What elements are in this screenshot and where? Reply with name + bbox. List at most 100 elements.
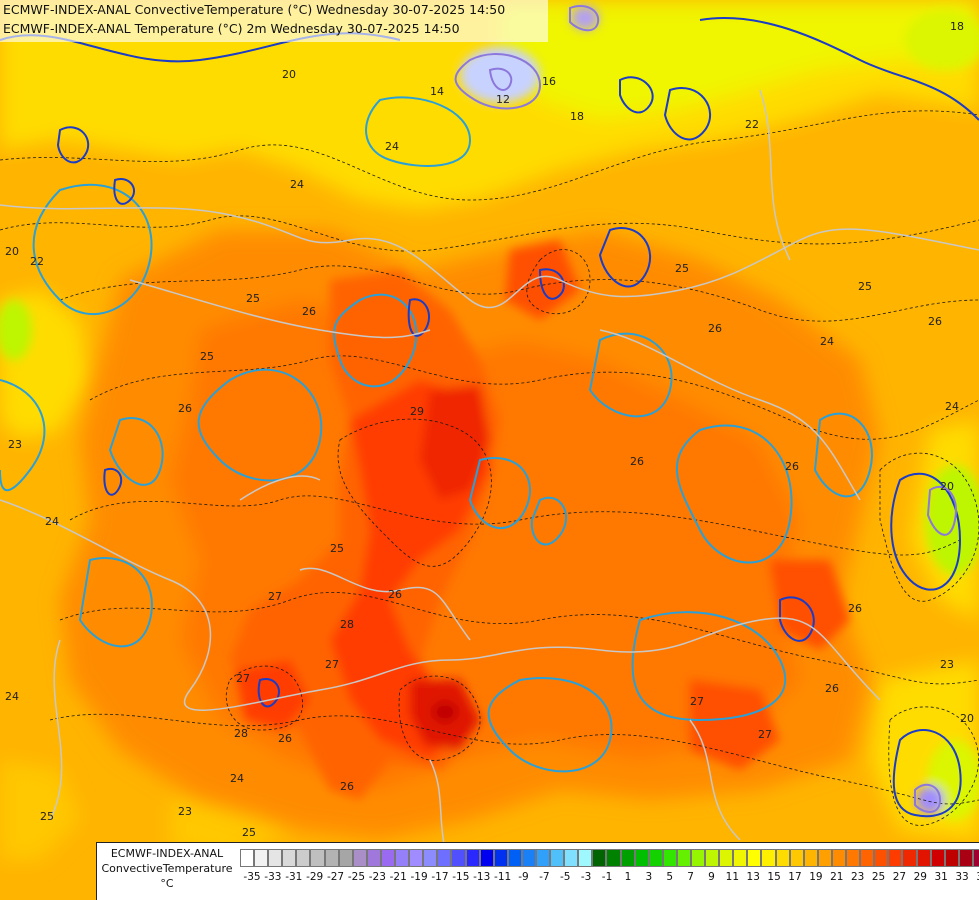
legend-tick-label: 21 <box>830 871 844 883</box>
contour-label: 27 <box>268 590 282 603</box>
legend-swatch <box>705 849 720 867</box>
legend-tick-label: -35 <box>243 871 261 883</box>
legend-swatch <box>465 849 480 867</box>
legend-tick-label: 3 <box>645 871 653 883</box>
legend-tick-label: -5 <box>560 871 571 883</box>
legend-tick-label: 29 <box>913 871 927 883</box>
contour-label: 12 <box>496 93 510 106</box>
legend-unit: °C <box>160 877 174 890</box>
legend-tick-label: -19 <box>410 871 428 883</box>
legend-swatch <box>324 849 339 867</box>
legend-swatch <box>874 849 889 867</box>
color-legend: ECMWF-INDEX-ANAL ConvectiveTemperature °… <box>96 842 979 900</box>
legend-swatch <box>268 849 283 867</box>
contour-label: 27 <box>236 672 250 685</box>
legend-tick-label: 17 <box>788 871 802 883</box>
legend-swatch <box>662 849 677 867</box>
violet-isolines <box>454 4 957 813</box>
legend-tick-label: -1 <box>601 871 613 883</box>
legend-swatch <box>831 849 847 867</box>
contour-label: 24 <box>5 690 19 703</box>
legend-swatch <box>352 849 367 867</box>
contour-label: 24 <box>945 400 959 413</box>
contour-label: 27 <box>690 695 704 708</box>
legend-swatch <box>916 849 931 867</box>
contour-label: 24 <box>230 772 244 785</box>
legend-tick-label: -13 <box>473 871 491 883</box>
legend-swatch <box>535 849 551 867</box>
legend-swatch <box>676 849 691 867</box>
contour-label: 25 <box>858 280 872 293</box>
legend-tick-label: -21 <box>389 871 407 883</box>
legend-swatch <box>972 849 979 867</box>
legend-swatch <box>366 849 381 867</box>
contour-label: 25 <box>330 542 344 555</box>
header-convective-line: ECMWF-INDEX-ANAL ConvectiveTemperature (… <box>3 2 506 17</box>
legend-swatch <box>761 849 776 867</box>
contour-label: 26 <box>630 455 644 468</box>
contour-label: 18 <box>950 20 964 33</box>
contour-label: 18 <box>570 110 584 123</box>
legend-swatch <box>930 849 945 867</box>
legend-tick-label: 7 <box>687 871 694 883</box>
legend-swatch <box>888 849 903 867</box>
country-borders <box>0 89 979 881</box>
legend-swatch <box>423 849 438 867</box>
contour-label: 26 <box>708 322 722 335</box>
contour-label: 28 <box>340 618 354 631</box>
contour-label: 23 <box>8 438 22 451</box>
legend-swatch <box>648 849 663 867</box>
contour-label: 26 <box>928 315 942 328</box>
legend-swatch <box>634 849 649 867</box>
legend-tick-label: -29 <box>306 871 324 883</box>
legend-swatch <box>296 849 311 867</box>
contour-label: 29 <box>410 405 424 418</box>
contour-label: 22 <box>30 255 44 268</box>
legend-swatch <box>775 849 790 867</box>
legend-swatch <box>860 849 875 867</box>
legend-color-bar <box>240 849 979 867</box>
legend-swatch <box>944 849 959 867</box>
legend-swatch <box>338 849 353 867</box>
legend-swatch <box>620 849 635 867</box>
legend-swatch <box>521 849 536 867</box>
contour-label: 20 <box>5 245 19 258</box>
legend-swatch <box>902 849 917 867</box>
contour-label: 26 <box>848 602 862 615</box>
legend-title: ECMWF-INDEX-ANAL ConvectiveTemperature °… <box>97 843 237 900</box>
contour-label: 26 <box>388 588 402 601</box>
legend-swatch <box>606 849 621 867</box>
legend-swatch <box>254 849 269 867</box>
legend-tick-label: -15 <box>452 871 470 883</box>
contour-label: 26 <box>302 305 316 318</box>
hot-regions <box>230 240 850 800</box>
legend-tick-label: 31 <box>934 871 948 883</box>
header-temperature-line: ECMWF-INDEX-ANAL Temperature (°C) 2m Wed… <box>3 21 460 36</box>
contour-label: 14 <box>430 85 444 98</box>
legend-swatch <box>380 849 396 867</box>
contour-label: 24 <box>45 515 59 528</box>
legend-swatch <box>846 849 861 867</box>
legend-tick-label: -17 <box>431 871 449 883</box>
legend-tick-label: -7 <box>539 871 550 883</box>
legend-swatch <box>564 849 579 867</box>
legend-tick-label: 11 <box>725 871 740 883</box>
legend-swatch <box>789 849 804 867</box>
legend-swatch <box>719 849 734 867</box>
legend-tick-label: -33 <box>264 871 282 883</box>
contour-label: 24 <box>385 140 399 153</box>
legend-tick-label: -3 <box>580 871 592 883</box>
legend-swatch <box>282 849 297 867</box>
contour-label: 24 <box>290 178 304 191</box>
legend-swatch <box>395 849 410 867</box>
legend-swatch <box>493 849 508 867</box>
legend-swatch <box>733 849 748 867</box>
contour-label: 24 <box>820 335 834 348</box>
contour-label: 27 <box>325 658 339 671</box>
contour-label: 26 <box>785 460 799 473</box>
legend-tick-label: 19 <box>809 871 823 883</box>
contour-label: 26 <box>825 682 839 695</box>
contour-labels: 20 18 18 16 12 14 24 24 22 22 20 25 26 2… <box>5 20 974 839</box>
